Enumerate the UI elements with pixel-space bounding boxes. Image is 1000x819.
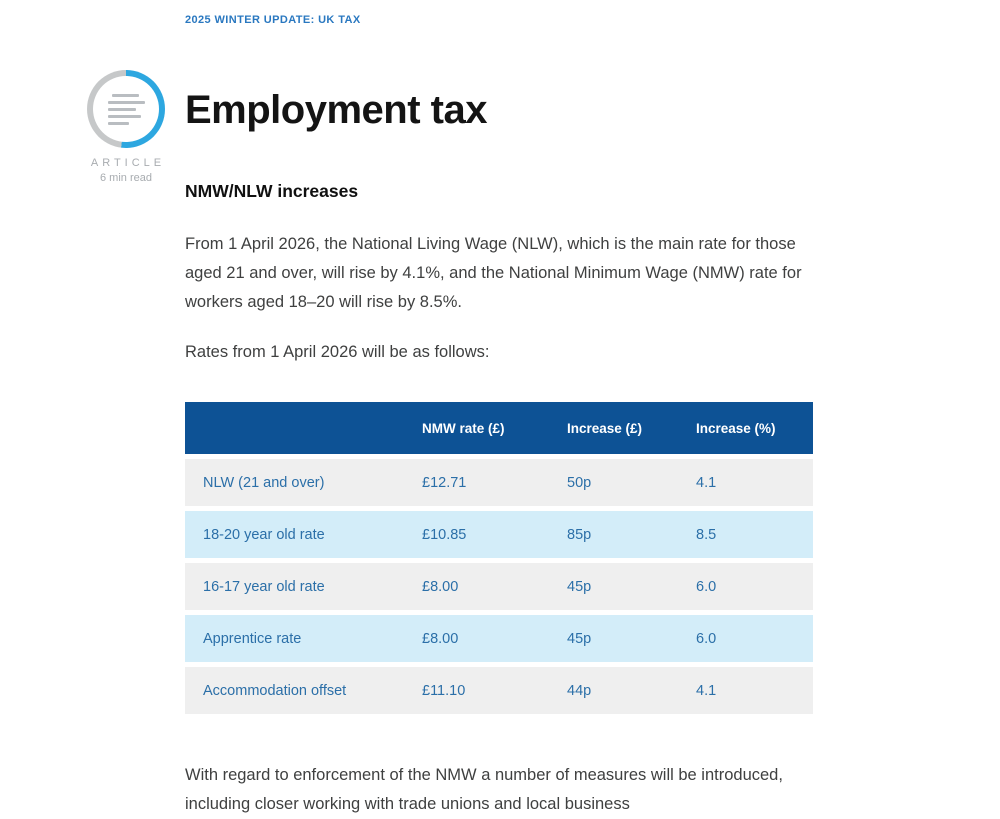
cell-nmw-rate: £11.10 (422, 667, 567, 714)
intro-paragraph: From 1 April 2026, the National Living W… (185, 235, 802, 311)
cell-nmw-rate: £8.00 (422, 615, 567, 662)
header-increase-gbp: Increase (£) (567, 402, 696, 454)
article-body: Employment tax NMW/NLW increases From 1 … (185, 80, 813, 819)
cell-increase-gbp: 45p (567, 615, 696, 662)
cell-increase-pct: 4.1 (696, 667, 813, 714)
cell-increase-pct: 6.0 (696, 615, 813, 662)
table-row: 18-20 year old rate £10.85 85p 8.5 (185, 511, 813, 558)
cell-nmw-rate: £8.00 (422, 563, 567, 610)
table-row: Accommodation offset £11.10 44p 4.1 (185, 667, 813, 714)
table-row: NLW (21 and over) £12.71 50p 4.1 (185, 459, 813, 506)
header-increase-pct: Increase (%) (696, 402, 813, 454)
row-label: 16-17 year old rate (185, 563, 422, 610)
cell-nmw-rate: £10.85 (422, 511, 567, 558)
section-heading: NMW/NLW increases (185, 181, 359, 201)
row-label: NLW (21 and over) (185, 459, 422, 506)
read-time-label: 6 min read (100, 172, 152, 184)
cell-increase-pct: 4.1 (696, 459, 813, 506)
rates-intro-paragraph: Rates from 1 April 2026 will be as follo… (185, 343, 490, 361)
header-nmw-rate: NMW rate (£) (422, 402, 567, 454)
page-title: Employment tax (185, 88, 487, 132)
table-row: Apprentice rate £8.00 45p 6.0 (185, 615, 813, 662)
row-label: 18-20 year old rate (185, 511, 422, 558)
row-label: Accommodation offset (185, 667, 422, 714)
cell-increase-gbp: 85p (567, 511, 696, 558)
article-type-label: ARTICLE (90, 157, 166, 169)
header-empty (185, 402, 422, 454)
closing-paragraph: With regard to enforcement of the NMW a … (185, 766, 783, 813)
breadcrumb[interactable]: 2025 WINTER UPDATE: UK TAX (185, 14, 361, 26)
cell-nmw-rate: £12.71 (422, 459, 567, 506)
cell-increase-pct: 6.0 (696, 563, 813, 610)
nmw-rates-table: NMW rate (£) Increase (£) Increase (%) N… (185, 397, 813, 719)
table-row: 16-17 year old rate £8.00 45p 6.0 (185, 563, 813, 610)
cell-increase-pct: 8.5 (696, 511, 813, 558)
cell-increase-gbp: 44p (567, 667, 696, 714)
article-badge: ARTICLE 6 min read (86, 70, 166, 184)
article-doc-icon (93, 76, 159, 142)
cell-increase-gbp: 45p (567, 563, 696, 610)
cell-increase-gbp: 50p (567, 459, 696, 506)
table-header-row: NMW rate (£) Increase (£) Increase (%) (185, 402, 813, 454)
article-ring-icon (87, 70, 165, 148)
row-label: Apprentice rate (185, 615, 422, 662)
